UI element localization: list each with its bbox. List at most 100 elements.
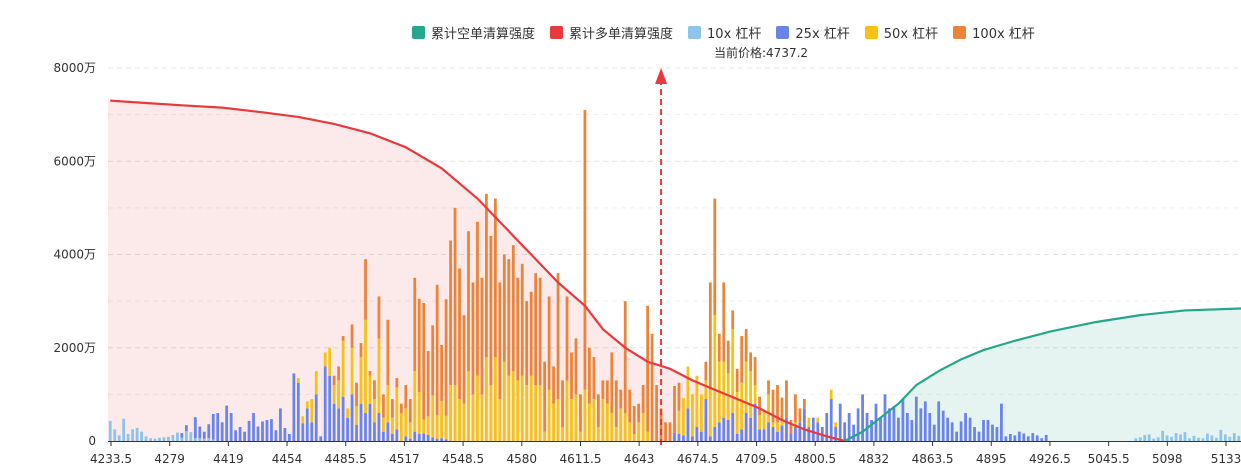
bar-50x (404, 408, 408, 437)
bar-10x (126, 434, 130, 441)
bar-50x (610, 413, 614, 441)
bar-50x (422, 419, 426, 434)
y-axis: 0 2000万 4000万 6000万 8000万 (53, 61, 96, 448)
bar-50x (305, 401, 309, 409)
bar-10x (1192, 435, 1196, 441)
bar-25x (337, 408, 341, 441)
bar-25x (1031, 433, 1035, 441)
bar-100x (467, 231, 470, 372)
bar-100x (382, 394, 385, 418)
bar-10x (193, 438, 197, 441)
x-tick-label: 4832 (859, 452, 890, 466)
x-tick-label: 4709.5 (736, 452, 778, 466)
bar-25x (941, 410, 945, 441)
bar-10x (122, 418, 126, 441)
bar-100x (364, 259, 367, 320)
bar-50x (332, 385, 336, 404)
bar-25x (892, 406, 896, 441)
legend-label-100x: 100x 杠杆 (972, 26, 1035, 42)
bar-50x (596, 427, 600, 441)
legend-item-10x[interactable]: 10x 杠杆 (688, 23, 761, 42)
bar-25x (390, 434, 394, 441)
bar-25x (1017, 431, 1021, 441)
bar-25x (229, 413, 233, 441)
bar-25x (305, 408, 309, 441)
bar-25x (211, 413, 215, 440)
bar-50x (695, 375, 699, 428)
bar-10x (113, 429, 117, 441)
x-tick-label: 4863.5 (912, 452, 954, 466)
bar-50x (337, 380, 341, 409)
bar-25x (279, 408, 282, 441)
bar-25x (798, 422, 802, 441)
bar-50x (453, 385, 457, 441)
bar-25x (829, 399, 833, 441)
bar-25x (950, 422, 954, 441)
legend-item-100x[interactable]: 100x 杠杆 (953, 23, 1035, 42)
bar-25x (332, 403, 336, 441)
bar-100x (614, 380, 618, 428)
bar-10x (1188, 438, 1191, 441)
legend-item-long-cum[interactable]: 累计多单清算强度 (550, 23, 673, 42)
bar-100x (565, 296, 569, 381)
bar-50x (776, 422, 779, 432)
bar-100x (735, 368, 739, 393)
legend-item-50x[interactable]: 50x 杠杆 (864, 23, 939, 42)
bar-10x (153, 438, 157, 441)
bar-100x (444, 299, 448, 416)
bar-100x (529, 291, 533, 376)
bar-25x (301, 423, 305, 441)
bar-50x (816, 417, 820, 423)
bar-25x (811, 417, 815, 441)
bar-100x (422, 302, 426, 420)
bar-50x (413, 371, 417, 432)
bar-100x (332, 375, 336, 386)
bar-50x (480, 394, 484, 441)
bar-10x (117, 435, 121, 441)
bar-50x (364, 319, 367, 414)
bar-50x (726, 373, 730, 421)
legend-label-50x: 50x 杠杆 (883, 26, 939, 42)
bar-100x (408, 399, 412, 423)
bar-50x (529, 375, 533, 441)
cumulative-lines (110, 99, 1241, 443)
bar-25x (270, 419, 273, 441)
bar-10x (1206, 433, 1209, 441)
legend-item-25x[interactable]: 25x 杠杆 (776, 23, 850, 42)
bar-25x (252, 413, 255, 441)
bar-50x (614, 427, 618, 441)
legend-item-short-cum[interactable]: 累计空单清算强度 (412, 23, 535, 42)
bar-25x (901, 399, 905, 441)
bar-50x (493, 357, 497, 441)
bar-100x (664, 422, 667, 441)
bar-25x (422, 433, 426, 441)
y-tick-label: 8000万 (53, 61, 96, 75)
bar-25x (368, 403, 372, 441)
bar-100x (399, 403, 403, 414)
bar-100x (534, 273, 538, 386)
bar-100x (713, 198, 717, 316)
bar-50x (368, 375, 372, 404)
bar-100x (462, 315, 466, 404)
bar-25x (802, 408, 806, 441)
bar-50x (561, 427, 564, 441)
bar-25x (202, 431, 206, 439)
bar-50x (758, 415, 761, 430)
bar-50x (485, 357, 488, 441)
bar-50x (525, 385, 529, 441)
bar-10x (207, 438, 211, 441)
bar-100x (570, 352, 573, 400)
bar-25x (220, 422, 224, 441)
bar-100x (623, 301, 627, 414)
bar-10x (1143, 434, 1147, 441)
bar-25x (767, 422, 770, 441)
bar-10x (1223, 434, 1227, 441)
x-tick-label: 4926.5 (1029, 452, 1071, 466)
bar-10x (202, 438, 206, 441)
x-tick-label: 4419 (213, 452, 244, 466)
long-cum-line (110, 99, 845, 443)
bar-25x (794, 427, 797, 441)
y-tick-label: 2000万 (53, 341, 96, 355)
x-tick-label: 4485.5 (325, 452, 367, 466)
bar-100x (485, 193, 488, 358)
